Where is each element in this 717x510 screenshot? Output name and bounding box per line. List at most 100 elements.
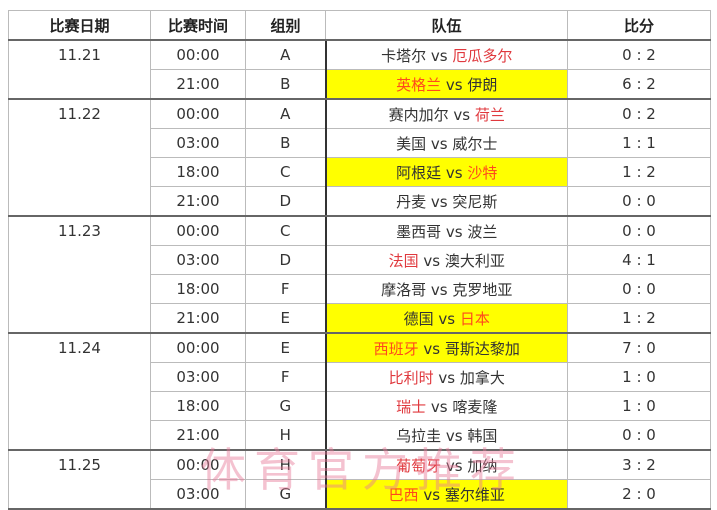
match-score: 1 : 0 [567,362,711,392]
match-teams: 瑞士 vs 喀麦隆 [325,391,568,421]
match-score: 7 : 0 [567,332,711,363]
team-home: 瑞士 [396,397,427,416]
match-teams: 阿根廷 vs 沙特 [325,157,568,187]
vs-label: vs [438,309,456,328]
match-time: 21:00 [150,186,246,217]
header-teams: 队伍 [325,10,568,41]
match-time: 18:00 [150,157,246,187]
match-teams: 巴西 vs 塞尔维亚 [325,479,568,510]
match-time: 00:00 [150,449,246,480]
table-row: 11.25 00:00 H 葡萄牙 vs 加纳 3 : 2 [8,449,711,510]
match-time: 00:00 [150,98,246,129]
vs-label: vs [430,46,448,65]
team-away: 哥斯达黎加 [444,339,520,358]
match-teams: 葡萄牙 vs 加纳 [325,449,568,480]
team-away: 澳大利亚 [444,251,505,270]
header-row: 比赛日期 比赛时间 组别 队伍 比分 [8,10,711,41]
match-time: 00:00 [150,39,246,70]
match-teams: 比利时 vs 加拿大 [325,362,568,392]
match-teams: 德国 vs 日本 [325,303,568,334]
match-teams: 法国 vs 澳大利亚 [325,245,568,275]
match-score: 3 : 2 [567,449,711,480]
match-time: 21:00 [150,420,246,451]
match-group: E [245,332,327,363]
match-teams: 赛内加尔 vs 荷兰 [325,98,568,129]
table-row: 11.22 00:00 A 赛内加尔 vs 荷兰 0 : 2 [8,98,711,217]
team-home: 英格兰 [396,75,442,94]
team-away: 加纳 [467,456,498,475]
match-score: 1 : 1 [567,128,711,158]
match-score: 2 : 0 [567,479,711,510]
match-group: B [245,69,327,100]
match-group: H [245,420,327,451]
team-away: 韩国 [467,426,498,445]
team-home: 法国 [388,251,419,270]
team-away: 伊朗 [467,75,498,94]
header-group: 组别 [245,10,326,41]
table-row: 03:00 D 法国 vs 澳大利亚 4 : 1 [9,245,711,275]
match-score: 0 : 0 [567,186,711,217]
match-score: 0 : 2 [567,98,711,129]
match-time: 21:00 [150,303,246,334]
vs-label: vs [438,368,456,387]
match-date: 11.21 [8,39,151,100]
match-teams: 美国 vs 威尔士 [325,128,568,158]
match-date: 11.22 [8,98,151,217]
team-home: 卡塔尔 [381,46,427,65]
team-away: 波兰 [467,222,498,241]
match-group: E [245,303,327,334]
match-score: 0 : 2 [567,39,711,70]
match-date: 11.25 [8,449,151,510]
table-row: 21:00 E 德国 vs 日本 1 : 2 [9,303,711,334]
vs-label: vs [423,485,441,504]
team-home: 赛内加尔 [388,105,449,124]
match-score: 0 : 0 [567,215,711,246]
team-away: 沙特 [467,163,498,182]
vs-label: vs [423,251,441,270]
match-group: C [245,215,327,246]
match-date: 11.23 [8,215,151,334]
match-score: 1 : 2 [567,157,711,187]
table-row: 11.21 00:00 A 卡塔尔 vs 厄瓜多尔 0 : 2 [8,39,711,100]
team-home: 乌拉圭 [396,426,442,445]
match-group: G [245,391,327,421]
match-group: B [245,128,327,158]
team-home: 美国 [396,134,427,153]
table-row: 11.23 00:00 C 墨西哥 vs 波兰 0 : 0 [8,215,711,334]
match-date: 11.24 [8,332,151,451]
team-home: 巴西 [388,485,419,504]
match-teams: 丹麦 vs 突尼斯 [325,186,568,217]
team-away: 塞尔维亚 [444,485,505,504]
match-group: D [245,245,327,275]
table-body: 11.21 00:00 A 卡塔尔 vs 厄瓜多尔 0 : 2 21:00 B 英格兰 vs … [8,39,711,510]
team-home: 阿根廷 [396,163,442,182]
match-group: F [245,362,327,392]
match-score: 4 : 1 [567,245,711,275]
table-row: 21:00 H 乌拉圭 vs 韩国 0 : 0 [9,420,711,451]
team-away: 突尼斯 [452,192,498,211]
match-teams: 摩洛哥 vs 克罗地亚 [325,274,568,304]
match-teams: 墨西哥 vs 波兰 [325,215,568,246]
team-away: 荷兰 [474,105,505,124]
team-away: 喀麦隆 [452,397,498,416]
match-group: A [245,98,327,129]
header-time: 比赛时间 [150,10,246,41]
table-row: 18:00 G 瑞士 vs 喀麦隆 1 : 0 [9,391,711,421]
vs-label: vs [445,222,463,241]
match-group: A [245,39,327,70]
table-row: 03:00 F 比利时 vs 加拿大 1 : 0 [9,362,711,392]
table-row: 11.24 00:00 E 西班牙 vs 哥斯达黎加 7 : 0 [8,332,711,451]
match-group: F [245,274,327,304]
team-home: 葡萄牙 [396,456,442,475]
vs-label: vs [423,339,441,358]
match-time: 00:00 [150,215,246,246]
team-home: 西班牙 [373,339,419,358]
vs-label: vs [430,397,448,416]
match-teams: 西班牙 vs 哥斯达黎加 [325,332,568,363]
team-home: 丹麦 [396,192,427,211]
team-home: 比利时 [388,368,434,387]
vs-label: vs [445,75,463,94]
vs-label: vs [430,192,448,211]
match-schedule-table: 比赛日期 比赛时间 组别 队伍 比分 11.21 00:00 A 卡塔尔 vs 厄瓜多… [8,10,711,510]
match-teams: 卡塔尔 vs 厄瓜多尔 [325,39,568,70]
